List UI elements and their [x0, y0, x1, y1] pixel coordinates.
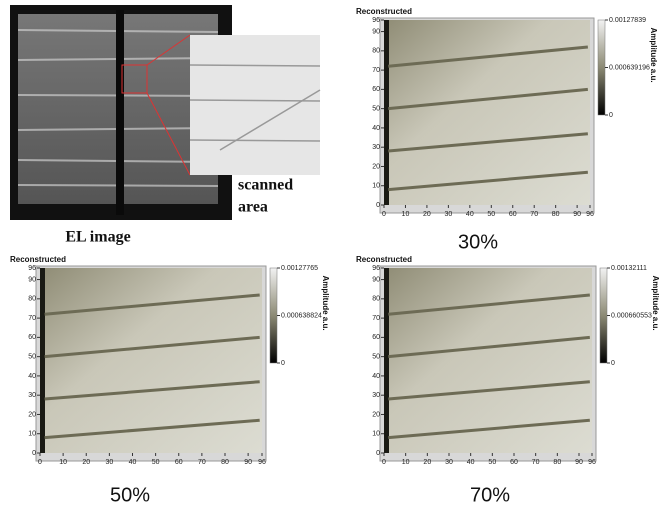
x-tick-label: 70: [532, 459, 540, 466]
x-tick-label: 70: [198, 459, 206, 466]
x-tick-label: 40: [467, 459, 475, 466]
x-tick-label: 10: [402, 459, 410, 466]
y-tick-label: 96: [372, 17, 380, 24]
x-tick-label: 40: [466, 211, 474, 218]
colorbar: [600, 268, 607, 363]
x-tick-label: 60: [510, 459, 518, 466]
x-tick-label: 96: [258, 459, 266, 466]
colorbar-label: Amplitude a.u.: [651, 275, 660, 330]
x-tick-label: 50: [152, 459, 160, 466]
scanned-area-label: scanned: [238, 177, 293, 194]
y-tick-label: 70: [372, 67, 380, 74]
y-tick-label: 90: [28, 276, 36, 283]
dark-edge: [40, 268, 45, 453]
y-tick-label: 0: [376, 450, 380, 457]
colorbar: [270, 268, 277, 363]
y-tick-label: 60: [372, 86, 380, 93]
y-tick-label: 20: [28, 411, 36, 418]
colorbar-tick-label: 0: [281, 360, 285, 367]
x-tick-label: 0: [382, 211, 386, 218]
y-tick-label: 30: [372, 392, 380, 399]
x-tick-label: 70: [530, 211, 538, 218]
x-tick-label: 50: [487, 211, 495, 218]
y-tick-label: 96: [28, 265, 36, 272]
reconstructed-image: [40, 268, 262, 453]
reconstructed-image: [384, 20, 590, 205]
y-tick-label: 0: [376, 202, 380, 209]
x-tick-label: 96: [588, 459, 596, 466]
y-tick-label: 10: [28, 431, 36, 438]
y-tick-label: 30: [372, 144, 380, 151]
x-tick-label: 60: [509, 211, 517, 218]
x-tick-label: 0: [382, 459, 386, 466]
colorbar-tick-label: 0.000660553: [611, 312, 652, 319]
y-tick-label: 40: [372, 125, 380, 132]
x-tick-label: 80: [552, 211, 560, 218]
colorbar-tick-label: 0.000639196: [609, 64, 650, 71]
x-tick-label: 10: [59, 459, 67, 466]
el-caption: EL image: [65, 229, 130, 246]
y-tick-label: 20: [372, 411, 380, 418]
colorbar-tick-label: 0: [611, 360, 615, 367]
dark-edge: [384, 268, 389, 453]
panel-caption: 30%: [458, 231, 498, 253]
panel-caption: 50%: [110, 484, 150, 506]
y-tick-label: 10: [372, 431, 380, 438]
y-tick-label: 30: [28, 392, 36, 399]
x-tick-label: 50: [488, 459, 496, 466]
dark-edge: [384, 20, 389, 205]
x-tick-label: 80: [553, 459, 561, 466]
colorbar-tick-label: 0.00127765: [281, 265, 318, 272]
reconstructed-image: [384, 268, 592, 453]
y-tick-label: 40: [28, 373, 36, 380]
panel-caption: 70%: [470, 484, 510, 506]
x-tick-label: 30: [445, 459, 453, 466]
y-tick-label: 50: [28, 353, 36, 360]
y-tick-label: 50: [372, 353, 380, 360]
x-tick-label: 20: [82, 459, 90, 466]
x-tick-label: 10: [402, 211, 410, 218]
x-tick-label: 90: [575, 459, 583, 466]
y-tick-label: 50: [372, 105, 380, 112]
x-tick-label: 80: [221, 459, 229, 466]
y-tick-label: 60: [28, 334, 36, 341]
x-tick-label: 90: [244, 459, 252, 466]
y-tick-label: 10: [372, 183, 380, 190]
y-tick-label: 80: [28, 296, 36, 303]
panel-title: Reconstructed: [10, 255, 66, 264]
x-tick-label: 40: [129, 459, 137, 466]
x-tick-label: 20: [423, 211, 431, 218]
colorbar: [598, 20, 605, 115]
colorbar-label: Amplitude a.u.: [321, 275, 330, 330]
colorbar-tick-label: 0.00127839: [609, 17, 646, 24]
y-tick-label: 96: [372, 265, 380, 272]
y-tick-label: 80: [372, 48, 380, 55]
x-tick-label: 0: [38, 459, 42, 466]
colorbar-tick-label: 0: [609, 112, 613, 119]
x-tick-label: 30: [444, 211, 452, 218]
x-tick-label: 96: [586, 211, 594, 218]
y-tick-label: 20: [372, 163, 380, 170]
colorbar-tick-label: 0.00132111: [611, 265, 647, 272]
colorbar-tick-label: 0.000638824: [281, 312, 322, 319]
figure: scanned area EL image Reconstructed 0 10 20…: [0, 0, 672, 506]
scanned-area-label: area: [238, 199, 268, 216]
y-tick-label: 70: [28, 315, 36, 322]
x-tick-label: 90: [573, 211, 581, 218]
y-tick-label: 80: [372, 296, 380, 303]
x-tick-label: 20: [423, 459, 431, 466]
y-tick-label: 60: [372, 334, 380, 341]
y-tick-label: 0: [32, 450, 36, 457]
panel-title: Reconstructed: [356, 7, 412, 16]
colorbar-label: Amplitude a.u.: [649, 27, 658, 82]
y-tick-label: 90: [372, 28, 380, 35]
y-tick-label: 90: [372, 276, 380, 283]
y-tick-label: 70: [372, 315, 380, 322]
x-tick-label: 30: [105, 459, 113, 466]
panel-title: Reconstructed: [356, 255, 412, 264]
x-tick-label: 60: [175, 459, 183, 466]
y-tick-label: 40: [372, 373, 380, 380]
